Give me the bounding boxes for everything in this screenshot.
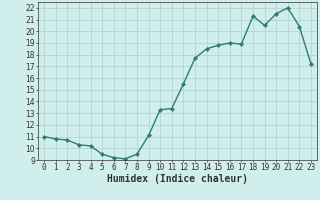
X-axis label: Humidex (Indice chaleur): Humidex (Indice chaleur) [107, 174, 248, 184]
